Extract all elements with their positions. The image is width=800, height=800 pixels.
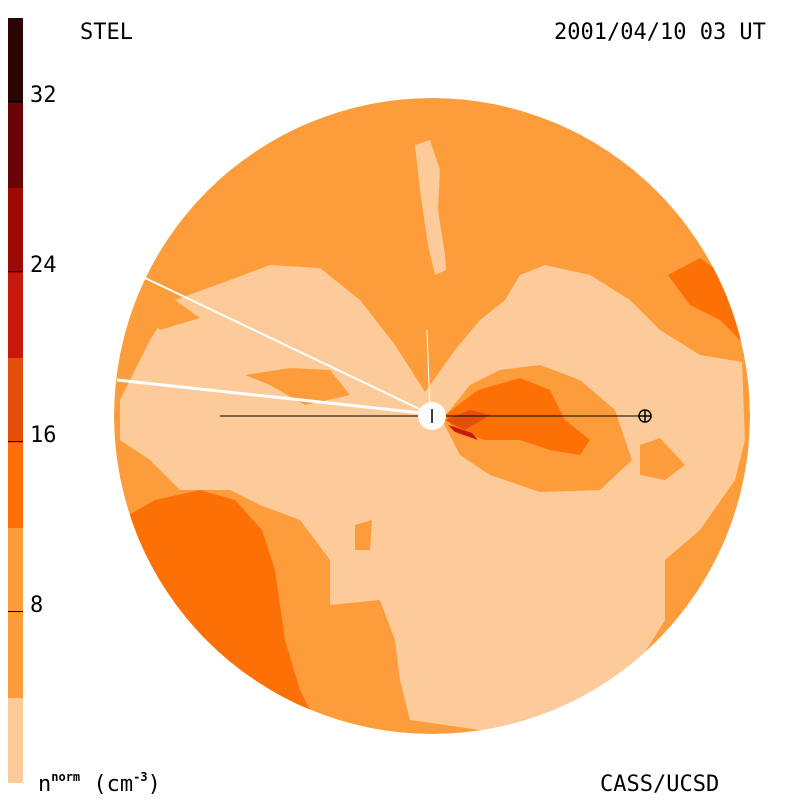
colorbar-tick [8,611,23,612]
deep-sun-region [448,425,478,440]
light-streak [415,140,446,275]
colorbar-tick [8,271,23,272]
colorbar-band-4 [8,358,23,443]
radial-line [116,378,431,416]
colorbar-tick-label: 24 [30,253,57,278]
region-label: STEL [80,20,133,45]
colorbar-band-1 [8,698,23,783]
unit-label-exponent: -3 [133,770,148,784]
orange-island-2 [150,300,200,330]
orange-island-1 [245,368,350,405]
colorbar-tick-label: 16 [30,423,57,448]
unit-label-close: ) [147,772,161,797]
colorbar-tick [8,101,23,102]
colorbar-band-5 [8,273,23,358]
unit-label-superscript: norm [51,770,81,784]
colorbar-band-2 [8,528,23,698]
unit-label-base: n [38,772,52,797]
colorbar-tick-label: 8 [30,593,44,618]
orange-island-3 [640,438,685,480]
colorbar [8,18,23,783]
orange-island-4 [355,520,372,550]
unit-label: nnorm (cm-3) [38,770,161,797]
colorbar-band-6 [8,188,23,273]
radial-line [144,277,431,415]
colorbar-band-8 [8,18,23,103]
mid-region-lower-left [120,490,315,720]
colorbar-tick-label: 32 [30,83,57,108]
dark-sun-region [445,410,490,430]
unit-label-units: (cm [93,772,134,797]
timestamp: 2001/04/10 03 UT [554,20,766,45]
colorbar-tick [8,441,23,442]
colorbar-band-7 [8,103,23,188]
radial-line [426,329,431,411]
credit-label: CASS/UCSD [600,772,720,797]
colorbar-band-3 [8,443,23,528]
